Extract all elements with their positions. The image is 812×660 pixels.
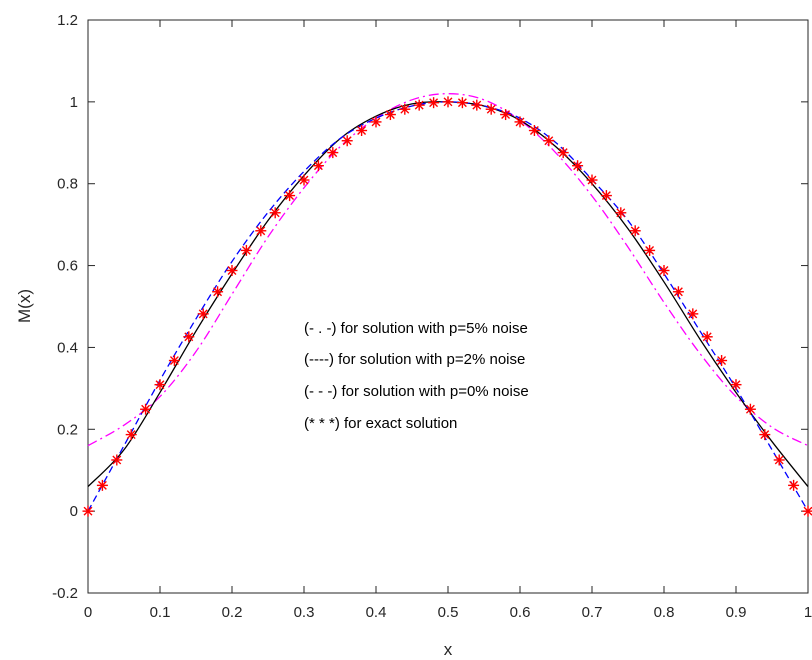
exact-solution-marker — [284, 190, 296, 202]
exact-solution-marker — [269, 207, 281, 219]
exact-solution-marker — [701, 331, 713, 343]
exact-solution-marker — [255, 225, 267, 237]
series-noise-5pct — [87, 93, 809, 447]
annotation-text: (* * *) for exact solution — [304, 415, 457, 432]
exact-solution-marker — [312, 160, 324, 172]
exact-solution-marker — [111, 454, 123, 466]
x-tick-label: 0.6 — [510, 604, 531, 621]
exact-solution-marker — [125, 429, 137, 441]
y-tick-label: 0.4 — [57, 339, 78, 356]
exact-solution-marker — [226, 264, 238, 276]
exact-solution-marker — [428, 97, 440, 109]
x-tick-label: 0.2 — [222, 604, 243, 621]
exact-solution-marker — [672, 286, 684, 298]
exact-solution-marker — [456, 97, 468, 109]
annotations: (- . -) for solution with p=5% noise (---… — [304, 320, 529, 432]
exact-solution-marker — [572, 160, 584, 172]
exact-solution-marker — [658, 264, 670, 276]
exact-solution-marker — [356, 125, 368, 137]
exact-solution-marker — [183, 331, 195, 343]
exact-solution-marker — [644, 244, 656, 256]
x-tick-label: 0.5 — [438, 604, 459, 621]
exact-solution-marker — [600, 190, 612, 202]
annotation-text: (- . -) for solution with p=5% noise — [304, 320, 528, 337]
exact-solution-marker — [514, 116, 526, 128]
x-tick-label: 0.4 — [366, 604, 387, 621]
exact-solution-marker — [327, 147, 339, 159]
exact-solution-marker — [788, 479, 800, 491]
exact-solution-marker — [716, 355, 728, 367]
y-tick-label: 0.2 — [57, 421, 78, 438]
exact-solution-marker — [759, 429, 771, 441]
exact-solution-marker — [730, 379, 742, 391]
exact-solution-marker — [500, 109, 512, 121]
exact-solution-marker — [212, 286, 224, 298]
annotation-text: (----) for solution with p=2% noise — [304, 351, 525, 368]
y-tick-label: 1 — [70, 94, 78, 111]
x-tick-label: 0.9 — [726, 604, 747, 621]
y-axis-label: M(x) — [15, 289, 34, 323]
exact-solution-marker — [543, 135, 555, 147]
x-tick-label: 0.3 — [294, 604, 315, 621]
exact-solution-marker — [384, 109, 396, 121]
exact-solution-marker — [586, 174, 598, 186]
exact-solution-marker — [485, 103, 497, 115]
y-axis-ticks: -0.2 0 0.2 0.4 0.6 0.8 1 1.2 — [52, 12, 808, 602]
exact-solution-marker — [471, 99, 483, 111]
exact-solution-marker — [370, 116, 382, 128]
exact-solution-marker — [154, 379, 166, 391]
exact-solution-marker — [298, 174, 310, 186]
exact-solution-marker — [528, 125, 540, 137]
y-tick-label: 0 — [70, 503, 78, 520]
x-tick-label: 0.7 — [582, 604, 603, 621]
x-tick-label: 0.8 — [654, 604, 675, 621]
series-noise-0pct — [87, 101, 809, 512]
exact-solution-marker — [341, 135, 353, 147]
annotation-text: (- - -) for solution with p=0% noise — [304, 383, 529, 400]
series-layer — [82, 93, 812, 517]
y-tick-label: 1.2 — [57, 12, 78, 29]
exact-solution-marker — [82, 505, 94, 517]
x-tick-label: 0 — [84, 604, 92, 621]
exact-solution-marker — [629, 225, 641, 237]
exact-solution-marker — [413, 99, 425, 111]
x-tick-label: 1 — [804, 604, 812, 621]
exact-solution-marker — [197, 308, 209, 320]
exact-solution-marker — [615, 207, 627, 219]
x-tick-label: 0.1 — [150, 604, 171, 621]
exact-solution-marker — [687, 308, 699, 320]
x-axis-ticks: 0 0.1 0.2 0.3 0.4 0.5 0.6 0.7 0.8 0.9 1 — [84, 20, 812, 621]
exact-solution-marker — [442, 96, 454, 108]
y-tick-label: -0.2 — [52, 585, 78, 602]
exact-solution-marker — [140, 403, 152, 415]
plot-area — [87, 19, 809, 594]
x-axis-label: x — [444, 640, 453, 659]
exact-solution-marker — [744, 403, 756, 415]
exact-solution-marker — [773, 454, 785, 466]
y-tick-label: 0.8 — [57, 176, 78, 193]
exact-solution-marker — [557, 147, 569, 159]
exact-solution-marker — [96, 479, 108, 491]
exact-solution-marker — [240, 244, 252, 256]
y-tick-label: 0.6 — [57, 258, 78, 275]
exact-solution-marker — [399, 103, 411, 115]
exact-solution-marker — [168, 355, 180, 367]
